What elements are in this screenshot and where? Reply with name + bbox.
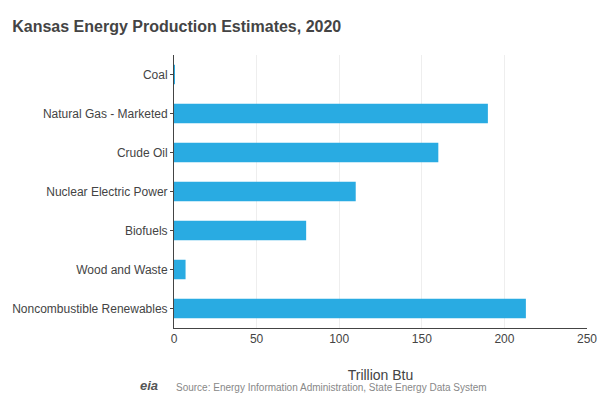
svg-text:Crude Oil: Crude Oil (117, 146, 168, 160)
svg-text:Natural Gas - Marketed: Natural Gas - Marketed (43, 107, 168, 121)
svg-text:Coal: Coal (143, 68, 168, 82)
svg-text:200: 200 (494, 332, 514, 346)
svg-text:Noncombustible Renewables: Noncombustible Renewables (12, 302, 167, 316)
svg-text:150: 150 (412, 332, 432, 346)
svg-text:50: 50 (250, 332, 264, 346)
svg-text:Nuclear Electric Power: Nuclear Electric Power (46, 185, 167, 199)
svg-text:250: 250 (577, 332, 597, 346)
svg-text:0: 0 (171, 332, 178, 346)
svg-text:100: 100 (329, 332, 349, 346)
svg-text:Wood and Waste: Wood and Waste (76, 263, 168, 277)
svg-text:eia: eia (140, 378, 158, 393)
svg-text:Kansas Energy Production Estim: Kansas Energy Production Estimates, 2020 (12, 18, 341, 35)
svg-text:Biofuels: Biofuels (125, 224, 168, 238)
svg-text:Trillion Btu: Trillion Btu (348, 367, 414, 383)
svg-text:Source: Energy Information Adm: Source: Energy Information Administratio… (176, 382, 487, 393)
